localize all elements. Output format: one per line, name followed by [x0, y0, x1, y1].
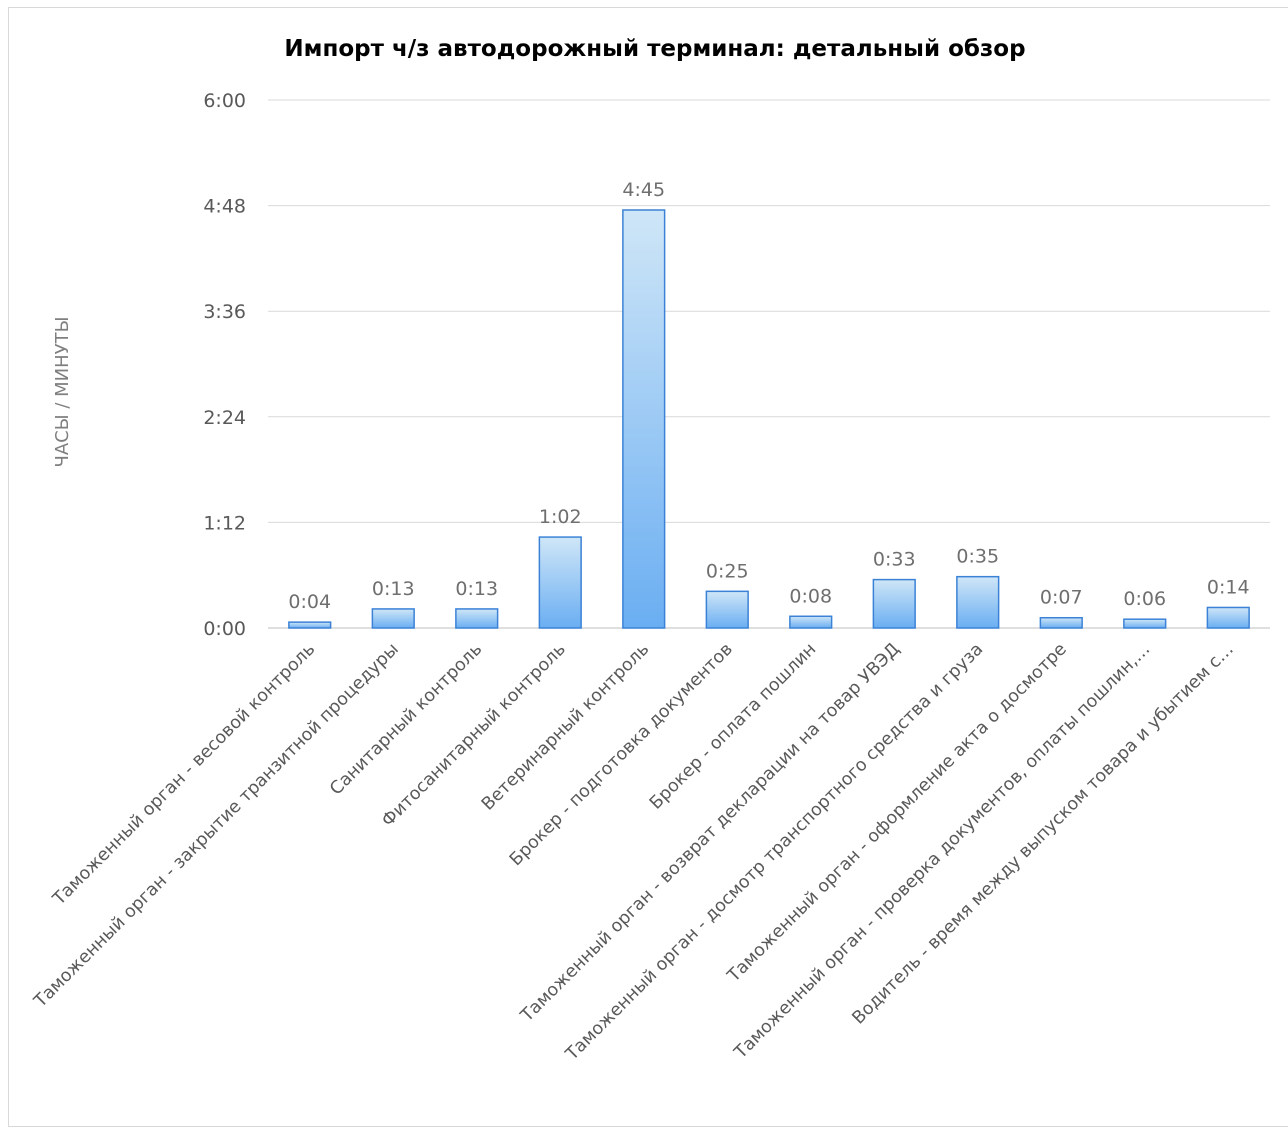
data-label: 0:13 [372, 578, 415, 600]
data-label: 0:08 [789, 585, 832, 607]
data-label: 0:13 [455, 578, 498, 600]
bar [455, 608, 499, 629]
y-tick-label: 1:12 [203, 512, 246, 534]
bar [1123, 618, 1167, 629]
y-tick-label: 6:00 [203, 90, 246, 112]
category-label: Ветеринарный контроль [478, 639, 653, 814]
data-label: 0:25 [706, 560, 749, 582]
data-label: 1:02 [539, 506, 582, 528]
bar [288, 621, 332, 629]
bar [956, 575, 1000, 629]
bar [538, 536, 582, 629]
data-label: 0:07 [1040, 587, 1083, 609]
category-label: Таможенный орган - возврат декларации на… [517, 639, 904, 1026]
bar [622, 209, 666, 629]
data-label: 0:06 [1123, 588, 1166, 610]
y-tick-label: 4:48 [203, 196, 246, 218]
category-label: Таможенный орган - закрытие транзитной п… [30, 639, 403, 1012]
bars [288, 209, 1250, 629]
data-label: 0:33 [873, 549, 916, 571]
bar [705, 590, 749, 629]
bar [872, 578, 916, 629]
bar [1039, 616, 1083, 629]
chart-title: Импорт ч/з автодорожный терминал: деталь… [284, 36, 1026, 62]
category-label: Санитарный контроль [326, 639, 486, 799]
category-label: Фитосанитарный контроль [378, 639, 570, 831]
category-labels: Таможенный орган - весовой контрольТамож… [30, 639, 1238, 1065]
category-label: Таможенный орган - проверка документов, … [730, 639, 1154, 1063]
data-label: 0:35 [956, 546, 999, 568]
y-tick-label: 2:24 [203, 407, 246, 429]
bar [1206, 606, 1250, 629]
data-labels: 0:04 0:13 0:13 1:02 4:45 0:25 0:08 0:33 0:35 0:07… [288, 179, 1249, 613]
bar [371, 608, 415, 629]
category-label: Водитель - время между выпуском товара и… [849, 639, 1238, 1028]
data-label: 4:45 [622, 179, 665, 201]
category-label: Брокер - оплата пошлин [646, 639, 820, 813]
gridlines [268, 99, 1270, 629]
y-tick-label: 3:36 [203, 301, 246, 323]
bar [789, 615, 833, 629]
data-label: 0:14 [1207, 576, 1250, 598]
data-label: 0:04 [288, 591, 331, 613]
y-tick-label: 0:00 [203, 618, 246, 640]
y-axis-label: ЧАСЫ / МИНУТЫ [52, 317, 73, 468]
category-label: Таможенный орган - досмотр транспортного… [562, 639, 988, 1065]
y-tick-labels: 0:00 1:12 2:24 3:36 4:48 6:00 [203, 90, 246, 640]
